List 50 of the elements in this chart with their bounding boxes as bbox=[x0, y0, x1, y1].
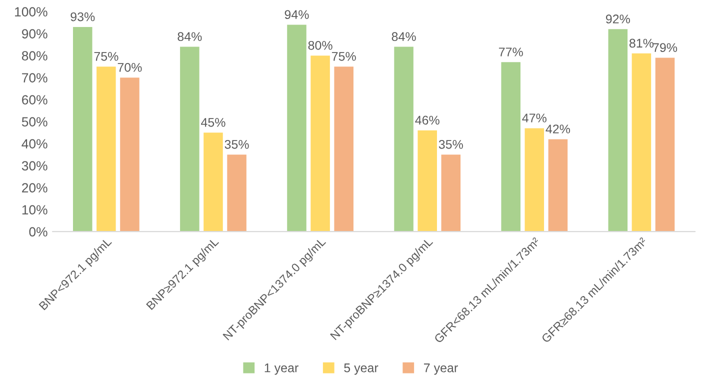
bar bbox=[120, 78, 140, 232]
y-tick-label: 70% bbox=[22, 73, 48, 82]
data-label: 93% bbox=[70, 12, 95, 22]
bar bbox=[287, 24, 306, 232]
bar bbox=[524, 128, 544, 232]
legend-label: 1 year bbox=[264, 364, 298, 375]
y-tick-label: 80% bbox=[22, 51, 48, 60]
data-label: 45% bbox=[201, 118, 226, 127]
data-label: 81% bbox=[629, 38, 654, 48]
data-label: 80% bbox=[308, 40, 332, 50]
y-tick-label: 10% bbox=[22, 205, 48, 215]
y-tick-label: 20% bbox=[22, 183, 48, 193]
data-label: 77% bbox=[498, 48, 523, 56]
bar bbox=[655, 58, 675, 232]
data-label: 47% bbox=[522, 114, 546, 122]
bar bbox=[608, 29, 628, 232]
y-tick-label: 50% bbox=[22, 117, 48, 126]
bar bbox=[180, 46, 200, 232]
bar bbox=[501, 62, 520, 232]
data-label: 84% bbox=[178, 32, 202, 42]
bar bbox=[310, 56, 330, 232]
y-tick-label: 30% bbox=[22, 161, 48, 171]
data-label: 79% bbox=[653, 43, 678, 52]
bar bbox=[72, 26, 92, 232]
bar bbox=[548, 139, 568, 232]
data-label: 35% bbox=[438, 140, 463, 149]
legend-label: 7 year bbox=[424, 364, 458, 375]
data-label: 94% bbox=[284, 10, 309, 20]
y-tick-label: 90% bbox=[22, 29, 48, 38]
y-tick-label: 40% bbox=[22, 139, 48, 149]
data-label: 35% bbox=[224, 140, 249, 149]
bar bbox=[96, 66, 116, 232]
data-label: 84% bbox=[392, 32, 416, 42]
bar bbox=[394, 46, 414, 232]
data-label: 70% bbox=[118, 62, 142, 72]
data-label: 75% bbox=[332, 52, 356, 61]
data-label: 46% bbox=[415, 116, 440, 125]
data-label: 75% bbox=[94, 52, 118, 61]
bar bbox=[334, 66, 354, 232]
data-label: 42% bbox=[546, 124, 570, 134]
bar bbox=[418, 130, 437, 232]
y-tick-label: 0% bbox=[29, 227, 48, 237]
legend-label: 5 year bbox=[344, 364, 378, 375]
data-label: 92% bbox=[606, 14, 630, 24]
bar bbox=[227, 154, 246, 232]
bar bbox=[632, 53, 652, 232]
y-tick-label: 60% bbox=[22, 95, 48, 104]
bar bbox=[441, 154, 461, 232]
y-tick-label: 100% bbox=[15, 7, 48, 16]
bar bbox=[204, 132, 223, 232]
